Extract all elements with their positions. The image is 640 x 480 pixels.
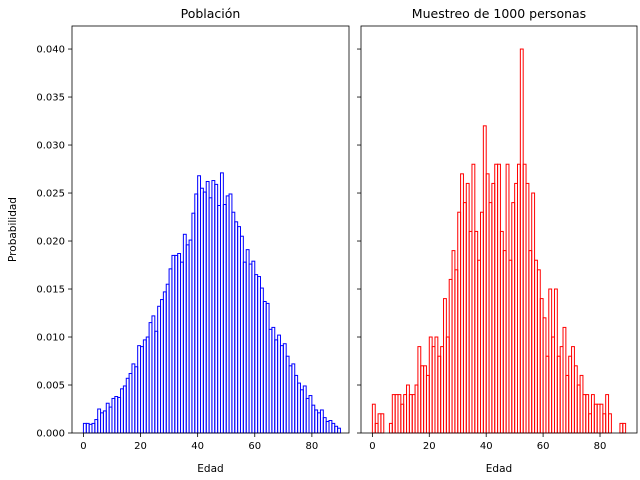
population-x-tick-label: 20 <box>134 441 147 452</box>
sample-ticks: 0 20 40 60 80 <box>357 48 607 452</box>
sample-x-tick-label: 20 <box>423 441 436 452</box>
population-axes-frame <box>71 25 350 434</box>
population-ticks: 0 20 40 60 80 0.000 0.005 0.010 0.015 0.020 0.025 0… <box>36 45 318 452</box>
sample-x-axis-label: Edad <box>486 463 512 475</box>
population-y-tick-label: 0.025 <box>36 189 65 200</box>
population-title: Población <box>181 6 241 21</box>
population-y-axis-label: Probabilidad <box>7 197 19 262</box>
population-x-tick-label: 40 <box>191 441 204 452</box>
population-x-tick-label: 60 <box>248 441 261 452</box>
sample-histogram: 0 20 40 60 80 Muestreo de 1000 personas Edad <box>357 6 638 475</box>
population-y-tick-label: 0.030 <box>36 141 65 152</box>
sample-x-tick-label: 40 <box>480 441 493 452</box>
sample-bars <box>371 48 627 434</box>
sample-axes-frame <box>360 25 638 434</box>
sample-title: Muestreo de 1000 personas <box>412 6 586 21</box>
population-x-tick-label: 80 <box>306 441 319 452</box>
sample-x-tick-label: 80 <box>594 441 607 452</box>
population-x-tick-label: 0 <box>80 441 86 452</box>
population-y-tick-label: 0.040 <box>36 45 65 56</box>
population-y-tick-label: 0.010 <box>36 333 65 344</box>
population-y-tick-label: 0.020 <box>36 237 65 248</box>
sample-x-tick-label: 60 <box>537 441 550 452</box>
population-y-tick-label: 0.035 <box>36 93 65 104</box>
population-histogram: 0 20 40 60 80 0.000 0.005 0.010 0.015 0.020 0.025 0… <box>7 6 350 475</box>
population-y-tick-label: 0.000 <box>36 429 65 440</box>
sample-x-tick-label: 0 <box>369 441 375 452</box>
population-x-axis-label: Edad <box>197 463 223 475</box>
population-y-tick-label: 0.015 <box>36 285 65 296</box>
population-y-tick-label: 0.005 <box>36 381 65 392</box>
